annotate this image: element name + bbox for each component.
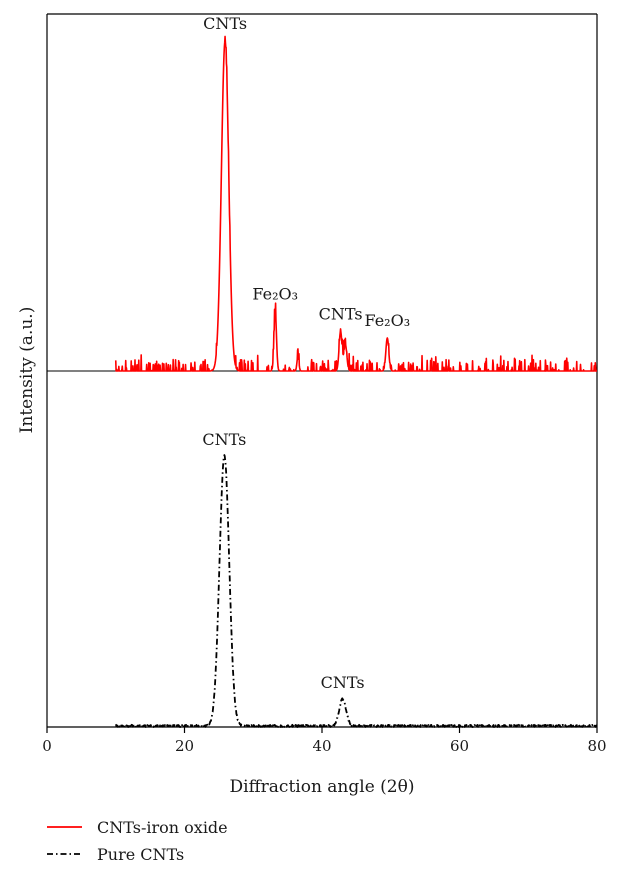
peak-annotation-label: CNTs	[202, 430, 246, 449]
y-axis-label: Intensity (a.u.)	[17, 307, 37, 434]
peak-annotation-label: CNTs	[203, 14, 247, 33]
peak-annotation-label: Fe₂O₃	[252, 285, 298, 304]
x-tick-label: 0	[42, 737, 52, 755]
x-axis-ticks: 0 20 40 60 80	[42, 727, 607, 755]
x-tick-label: 40	[312, 737, 331, 755]
peak-annotation-label: Fe₂O₃	[364, 311, 410, 330]
legend: CNTs-iron oxide Pure CNTs	[47, 818, 228, 864]
x-axis-label: Diffraction angle (2θ)	[230, 777, 415, 797]
series-line-pure-cnts	[115, 454, 598, 728]
legend-label: CNTs-iron oxide	[97, 818, 228, 837]
x-tick-label: 80	[587, 737, 606, 755]
x-tick-label: 20	[175, 737, 194, 755]
legend-label: Pure CNTs	[97, 845, 184, 864]
peak-annotation-label: CNTs	[321, 673, 365, 692]
series-line-cnts-iron-oxide	[114, 35, 598, 372]
series-group	[114, 35, 598, 728]
peak-annotation-label: CNTs	[319, 304, 363, 323]
x-tick-label: 60	[450, 737, 469, 755]
